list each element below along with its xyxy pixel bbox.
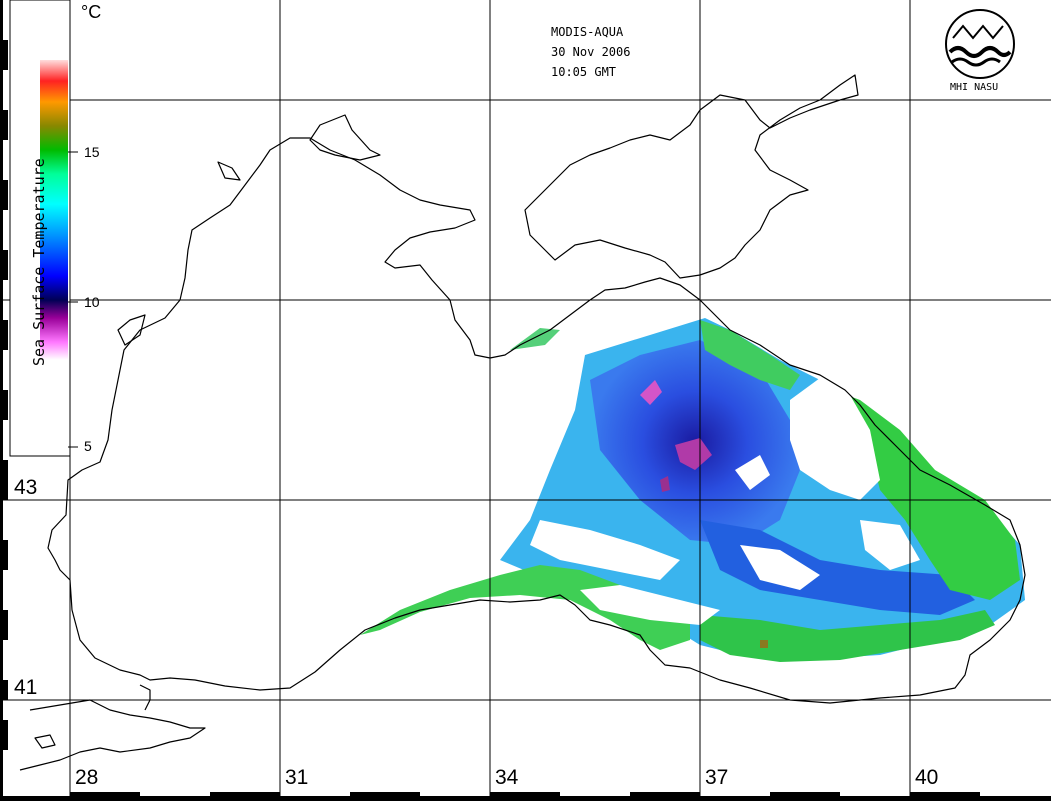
latitude-label-41: 41 xyxy=(14,676,38,699)
longitude-label-31: 31 xyxy=(285,766,309,789)
acquisition-date: 30 Nov 2006 xyxy=(551,45,631,59)
sst-coldspot-2 xyxy=(675,438,712,470)
colorbar-unit: °C xyxy=(81,2,102,22)
latitude-label-43: 43 xyxy=(14,476,38,499)
cloud-gap-south-1 xyxy=(580,585,720,625)
sst-blue-tongue xyxy=(700,520,975,615)
sst-green-north xyxy=(700,320,800,390)
coastline xyxy=(19,74,1026,771)
colorbar-title: Sea Surface Temperature xyxy=(30,158,48,366)
coast-marmara-isle xyxy=(34,734,56,749)
cloud-gap-south-2 xyxy=(740,545,820,590)
longitude-label-37: 37 xyxy=(705,766,729,789)
image-caption: MODIS-AQUA 30 Nov 2006 10:05 GMT xyxy=(551,22,630,82)
sst-green-south xyxy=(700,610,995,662)
colorbar-tick-label-15: 15 xyxy=(84,144,100,160)
colorbar-tick-label-10: 10 xyxy=(84,294,100,310)
sst-data-field xyxy=(360,318,1025,662)
cloud-gap-east-2 xyxy=(860,520,920,570)
cloud-gap-sw xyxy=(530,520,680,580)
coast-west xyxy=(47,137,1026,704)
colorbar-tick-label-5: 5 xyxy=(84,438,92,454)
mhi-logo xyxy=(945,9,1015,79)
colorbar-gradient xyxy=(40,60,68,360)
coast-delta xyxy=(117,314,146,346)
coast-azov xyxy=(524,74,859,279)
longitude-label-28: 28 xyxy=(75,766,99,789)
sensor-name: MODIS-AQUA xyxy=(551,25,624,39)
sst-green-nw xyxy=(510,328,560,350)
sst-coldspot-3 xyxy=(660,476,670,492)
acquisition-time: 10:05 GMT xyxy=(551,65,617,79)
sst-warm-spot xyxy=(760,640,768,648)
coast-liman xyxy=(217,161,241,181)
cloud-gap-east xyxy=(790,378,880,500)
coast-marmara xyxy=(19,699,206,771)
colorbar xyxy=(9,0,78,457)
cloud-gap-center xyxy=(735,455,770,490)
sst-green-band-west xyxy=(360,565,690,650)
longitude-label-34: 34 xyxy=(495,766,519,789)
coast-estuary xyxy=(309,114,381,161)
logo-label: MHI NASU xyxy=(950,82,999,93)
coast-bosphorus xyxy=(139,684,151,711)
longitude-label-40: 40 xyxy=(915,766,939,789)
sst-coldspot-1 xyxy=(640,380,662,405)
left-ruler xyxy=(0,0,8,801)
bottom-ruler xyxy=(0,792,1051,801)
